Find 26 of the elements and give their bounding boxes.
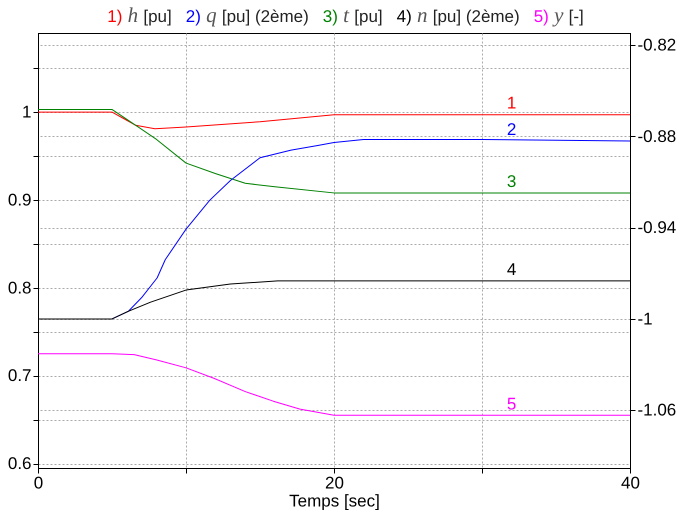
annotation: 1 xyxy=(506,94,516,113)
y-tick-label: 0.7 xyxy=(8,366,32,386)
y-tick-label: 0.8 xyxy=(8,278,32,298)
text: 2) q [pu] (2ème) xyxy=(186,2,309,26)
text: 4) n [pu] (2ème) xyxy=(396,2,520,26)
annotation: 4 xyxy=(506,260,516,279)
line-series xyxy=(38,108,630,194)
y-tick-label: 1 xyxy=(22,102,32,122)
line-series xyxy=(38,353,630,416)
y-tick-label: 0.9 xyxy=(8,190,32,210)
text: 1) h [pu] xyxy=(107,2,172,26)
y2-tick-label: -0.82 xyxy=(638,36,676,55)
annotation: 3 xyxy=(506,172,516,191)
y2-tick-label: -1.06 xyxy=(638,400,676,420)
x-tick-label: 0 xyxy=(34,474,44,492)
text: 5) y [-] xyxy=(534,2,584,26)
x-tick-label: 40 xyxy=(621,474,640,492)
y2-tick-label: -0.94 xyxy=(638,218,676,238)
y2-tick-label: -1 xyxy=(638,309,653,328)
annotation: 2 xyxy=(506,120,516,139)
x-tick-label: 20 xyxy=(325,474,344,492)
annotation: 5 xyxy=(506,394,516,414)
y-tick-label: 0.6 xyxy=(8,454,32,474)
text: 3) t [pu] xyxy=(322,2,383,26)
y2-tick-label: -0.88 xyxy=(638,126,676,146)
x-axis-title: Temps [sec] xyxy=(289,492,380,510)
